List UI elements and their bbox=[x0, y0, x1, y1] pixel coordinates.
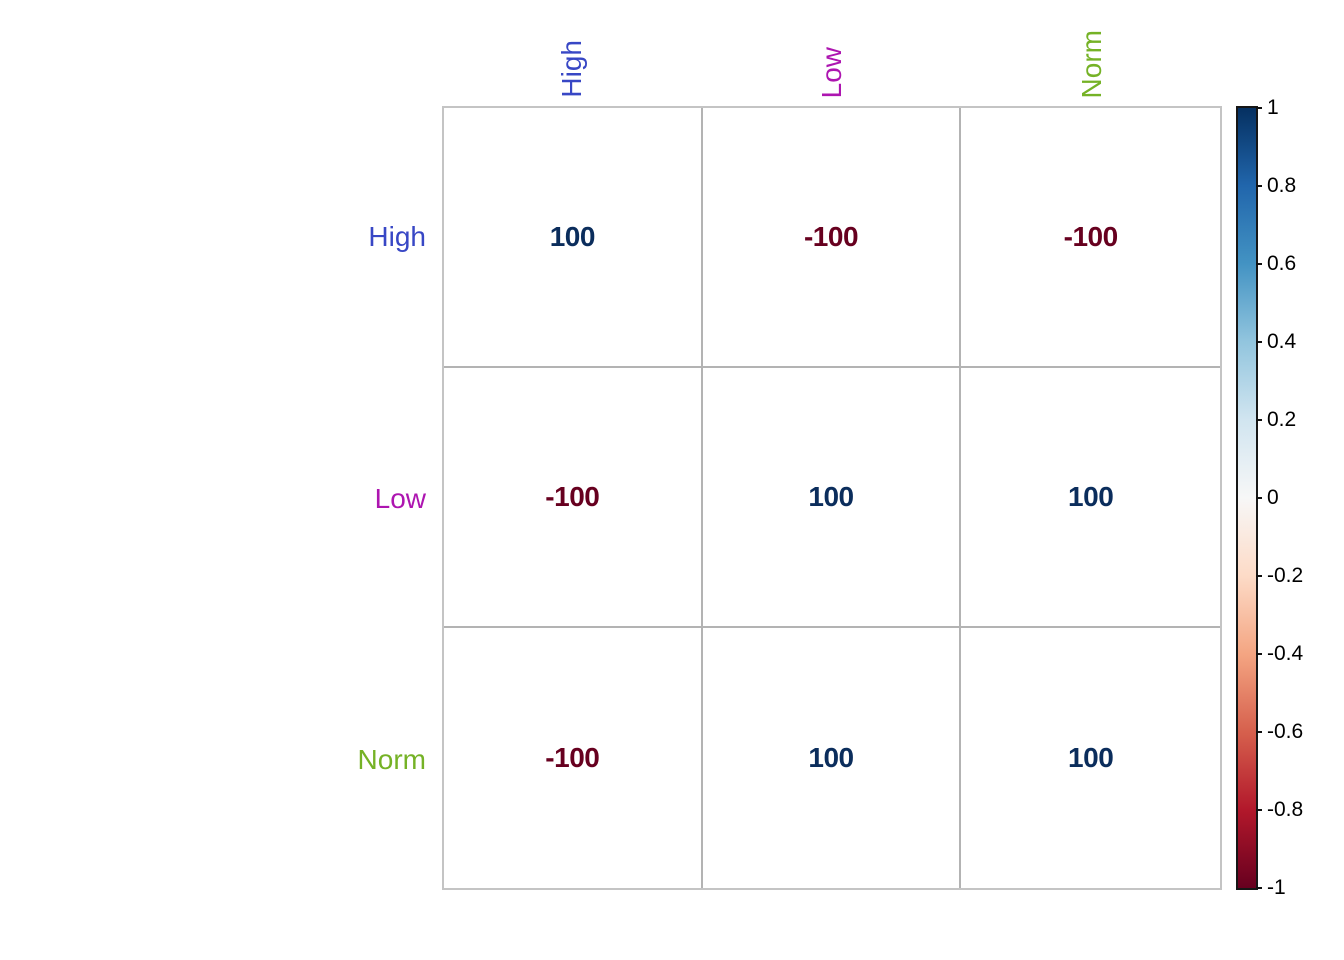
matrix-cell-low-norm: 100 bbox=[961, 368, 1220, 628]
cell-value: 100 bbox=[549, 221, 596, 252]
colorbar-tick-0.6: 0.6 bbox=[1256, 252, 1296, 276]
colorbar-tick-0.2: 0.2 bbox=[1256, 408, 1296, 432]
tick-label: -0.6 bbox=[1267, 720, 1304, 743]
row-label-high: High bbox=[368, 221, 426, 252]
cell-value: -100 bbox=[545, 742, 600, 773]
colorbar-tick--0.2: -0.2 bbox=[1256, 564, 1303, 588]
column-label-high: High bbox=[550, 0, 594, 98]
colorbar-tick-0.4: 0.4 bbox=[1256, 330, 1296, 354]
colorbar-gradient bbox=[1238, 108, 1256, 888]
cell-value: 100 bbox=[1068, 481, 1114, 512]
matrix-cell-low-low: 100 bbox=[702, 368, 962, 628]
tick-mark bbox=[1256, 731, 1262, 733]
tick-label: -0.8 bbox=[1267, 798, 1304, 821]
tick-mark bbox=[1256, 341, 1262, 343]
matrix-cell-high-norm: -100 bbox=[961, 108, 1220, 368]
tick-label: 0.2 bbox=[1267, 408, 1297, 431]
matrix-grid: 100 -100 -100 -100 100 100 -100 100 100 bbox=[442, 106, 1222, 890]
tick-label: 0 bbox=[1267, 486, 1279, 509]
matrix-cell-high-low: -100 bbox=[702, 108, 962, 368]
row-label-low: Low bbox=[374, 483, 426, 514]
tick-label: -1 bbox=[1267, 876, 1286, 899]
colorbar: 1 0.8 0.6 0.4 0.2 0 -0.2 -0.4 bbox=[1236, 96, 1303, 899]
cell-value: -100 bbox=[545, 481, 600, 512]
cell-value: 100 bbox=[808, 742, 854, 773]
column-label-norm-text: Norm bbox=[1076, 29, 1108, 98]
tick-label: 1 bbox=[1267, 96, 1279, 119]
cell-value: -100 bbox=[803, 221, 859, 252]
cell-value: 100 bbox=[808, 481, 854, 512]
cell-value: 100 bbox=[1068, 742, 1114, 773]
column-label-low-text: Low bbox=[816, 46, 848, 98]
row-label-norm: Norm bbox=[357, 744, 426, 775]
tick-label: 0.4 bbox=[1267, 330, 1297, 353]
tick-label: 0.8 bbox=[1267, 174, 1297, 197]
colorbar-tick--1: -1 bbox=[1256, 876, 1286, 900]
tick-mark bbox=[1256, 107, 1262, 109]
colorbar-tick-0.8: 0.8 bbox=[1256, 174, 1296, 198]
tick-mark bbox=[1256, 653, 1262, 655]
tick-mark bbox=[1256, 185, 1262, 187]
tick-mark bbox=[1256, 575, 1262, 577]
colorbar-tick--0.6: -0.6 bbox=[1256, 720, 1303, 744]
matrix-cell-norm-low: 100 bbox=[702, 628, 962, 888]
tick-label: -0.4 bbox=[1267, 642, 1304, 665]
colorbar-tick--0.8: -0.8 bbox=[1256, 798, 1303, 822]
colorbar-tick-0: 0 bbox=[1256, 486, 1279, 510]
tick-mark bbox=[1256, 887, 1262, 889]
matrix-cell-norm-norm: 100 bbox=[961, 628, 1220, 888]
column-label-high-text: High bbox=[556, 40, 588, 98]
matrix-cell-low-high: -100 bbox=[444, 368, 703, 628]
column-label-low: Low bbox=[810, 0, 854, 98]
tick-mark bbox=[1256, 809, 1262, 811]
colorbar-tick--0.4: -0.4 bbox=[1256, 642, 1303, 666]
tick-mark bbox=[1256, 419, 1262, 421]
matrix-cell-high-high: 100 bbox=[444, 108, 703, 368]
colorbar-tick-1: 1 bbox=[1256, 96, 1279, 120]
tick-mark bbox=[1256, 497, 1262, 499]
tick-label: 0.6 bbox=[1267, 252, 1297, 275]
tick-mark bbox=[1256, 263, 1262, 265]
column-label-norm: Norm bbox=[1070, 0, 1114, 98]
tick-label: -0.2 bbox=[1267, 564, 1304, 587]
cell-value: -100 bbox=[1063, 221, 1119, 252]
matrix-cell-norm-high: -100 bbox=[444, 628, 703, 888]
